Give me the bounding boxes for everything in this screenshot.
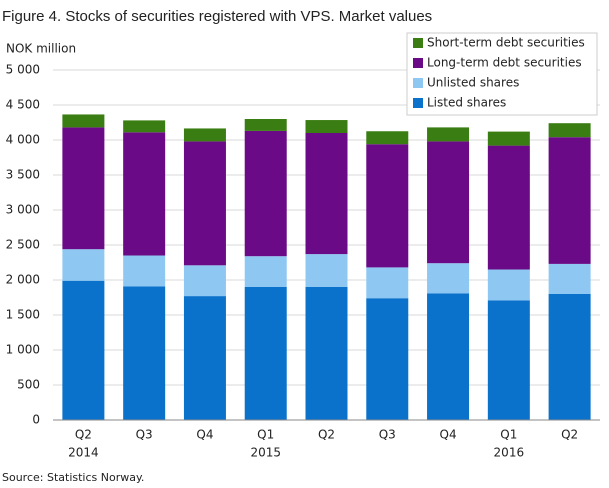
bar-segment bbox=[62, 127, 105, 250]
bar-segment bbox=[305, 120, 348, 133]
bar-segment bbox=[305, 133, 348, 255]
bar-segment bbox=[183, 296, 226, 420]
legend-swatch bbox=[413, 78, 423, 88]
x-tick-label: Q2 bbox=[75, 428, 92, 442]
x-tick-label: Q2 bbox=[561, 428, 578, 442]
y-tick-label: 4 500 bbox=[6, 98, 40, 112]
bar-segment bbox=[183, 128, 226, 142]
bar-segment bbox=[366, 298, 409, 420]
bar-segment bbox=[244, 287, 287, 420]
bar-segment bbox=[548, 137, 591, 264]
y-tick-label: 4 000 bbox=[6, 133, 40, 147]
bar-segment bbox=[123, 132, 166, 256]
x-tick-label: Q3 bbox=[379, 428, 396, 442]
y-tick-label: 5 000 bbox=[6, 63, 40, 77]
legend-swatch bbox=[413, 38, 423, 48]
bar-segment bbox=[366, 267, 409, 299]
source: Source: Statistics Norway. bbox=[2, 471, 144, 484]
bar-segment bbox=[366, 144, 409, 268]
bar-segment bbox=[487, 131, 530, 146]
y-tick-label: 3 000 bbox=[6, 203, 40, 217]
bar-segment bbox=[183, 141, 226, 266]
y-tick-label: 1 000 bbox=[6, 343, 40, 357]
bar-segment bbox=[305, 254, 348, 287]
bar-segment bbox=[62, 280, 105, 420]
bar-segment bbox=[244, 119, 287, 131]
bar-segment bbox=[366, 131, 409, 145]
bar-segment bbox=[548, 263, 591, 294]
x-tick-label: Q4 bbox=[440, 428, 457, 442]
y-tick-label: 3 500 bbox=[6, 168, 40, 182]
y-tick-label: 500 bbox=[17, 378, 40, 392]
legend-label: Short-term debt securities bbox=[427, 36, 585, 50]
legend-label: Long-term debt securities bbox=[427, 56, 582, 70]
bar-segment bbox=[487, 145, 530, 270]
bar-segment bbox=[62, 249, 105, 281]
bar-segment bbox=[487, 300, 530, 420]
x-year-label: 2014 bbox=[68, 446, 99, 460]
x-year-label: 2016 bbox=[494, 446, 525, 460]
y-tick-label: 2 000 bbox=[6, 273, 40, 287]
legend-swatch bbox=[413, 98, 423, 108]
legend-box bbox=[406, 32, 598, 116]
bar-segment bbox=[183, 265, 226, 297]
y-tick-label: 1 500 bbox=[6, 308, 40, 322]
y-axis-label: NOK million bbox=[6, 42, 76, 56]
bar-segment bbox=[487, 269, 530, 301]
bar-segment bbox=[244, 130, 287, 257]
x-tick-label: Q2 bbox=[318, 428, 335, 442]
bar-segment bbox=[548, 294, 591, 420]
chart-title: Figure 4. Stocks of securities registere… bbox=[2, 8, 432, 25]
bar-segment bbox=[427, 127, 470, 142]
x-tick-label: Q1 bbox=[500, 428, 517, 442]
bar-segment bbox=[427, 263, 470, 294]
legend-swatch bbox=[413, 58, 423, 68]
bar-segment bbox=[305, 287, 348, 420]
x-tick-label: Q3 bbox=[136, 428, 153, 442]
legend-label: Unlisted shares bbox=[427, 76, 519, 90]
legend-label: Listed shares bbox=[427, 96, 506, 110]
bar-segment bbox=[427, 293, 470, 420]
bar-segment bbox=[123, 120, 166, 133]
bar-segment bbox=[123, 286, 166, 420]
y-tick-label: 2 500 bbox=[6, 238, 40, 252]
bar-segment bbox=[62, 114, 105, 128]
x-tick-label: Q1 bbox=[257, 428, 274, 442]
bar-segment bbox=[244, 256, 287, 287]
x-year-label: 2015 bbox=[250, 446, 281, 460]
bar-segment bbox=[548, 123, 591, 138]
x-tick-label: Q4 bbox=[196, 428, 213, 442]
bar-segment bbox=[427, 141, 470, 264]
bar-segment bbox=[123, 255, 166, 287]
y-tick-label: 0 bbox=[32, 413, 40, 427]
